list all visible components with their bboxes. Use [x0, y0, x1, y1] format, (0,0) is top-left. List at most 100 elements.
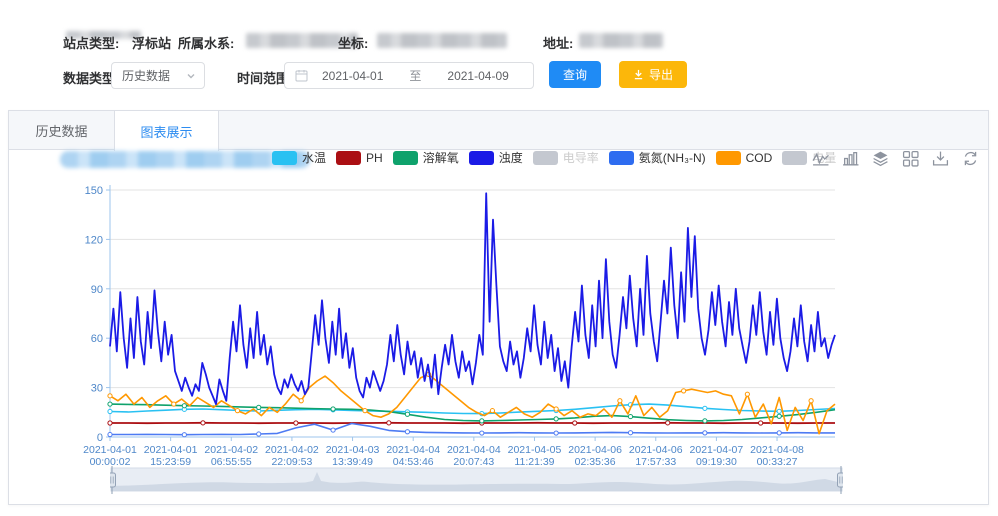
x-tick-label-time: 11:21:39 [514, 456, 554, 468]
chart-toolbox [812, 150, 979, 167]
x-tick-label-time: 22:09:53 [271, 456, 312, 468]
x-tick-label-date: 2021-04-06 [568, 444, 622, 456]
water-system-value-redacted [246, 33, 358, 48]
download-icon [634, 69, 643, 80]
data-point [330, 406, 336, 412]
datazoom-handle-right[interactable] [837, 472, 844, 488]
data-point [234, 408, 241, 414]
legend-marker [782, 150, 808, 165]
query-button[interactable]: 查询 [549, 61, 601, 88]
x-tick-label-date: 2021-04-01 [144, 444, 198, 456]
date-end-input[interactable]: 2021-04-09 [447, 68, 509, 83]
legend-item-2[interactable]: PH [336, 150, 383, 165]
tile-icon[interactable] [902, 150, 919, 167]
data-point [107, 393, 113, 399]
data-point [758, 420, 764, 426]
data-type-select-value: 历史数据 [122, 69, 171, 83]
export-button-label: 导出 [648, 68, 673, 82]
data-point [479, 430, 485, 436]
x-tick-label-time: 06:55:55 [211, 456, 252, 468]
data-point [617, 398, 623, 404]
data-point [181, 432, 187, 438]
data-point [479, 418, 485, 424]
legend-label: PH [366, 150, 383, 165]
x-tick-label-date: 2021-04-03 [326, 444, 380, 456]
address-label: 地址: [543, 36, 574, 51]
legend-item-1[interactable]: 水温 [272, 149, 326, 166]
x-tick-label-date: 2021-04-02 [265, 444, 319, 456]
y-tick-label: 150 [85, 185, 103, 197]
data-point [200, 420, 206, 426]
query-button-label: 查询 [562, 68, 587, 82]
legend-item-7[interactable]: COD [715, 150, 773, 165]
tab-history-data[interactable]: 历史数据 [35, 123, 88, 139]
legend-label: 电导率 [562, 151, 599, 165]
y-tick-label: 60 [91, 333, 103, 345]
data-point [489, 408, 496, 414]
legend-label: 水温 [302, 151, 327, 165]
data-point [181, 403, 187, 409]
time-range-label: 时间范围 [237, 71, 290, 86]
date-start-input[interactable]: 2021-04-01 [322, 68, 384, 83]
data-point [627, 413, 634, 420]
datazoom-shadow [111, 472, 842, 491]
legend-item-6[interactable]: 氨氮(NH₃-N) [608, 149, 706, 166]
series-氨氮(NH₃-N) [110, 422, 835, 436]
x-tick-label-time: 20:07:43 [453, 456, 494, 468]
x-tick-label-time: 15:23:59 [150, 456, 191, 468]
download-icon[interactable] [932, 150, 949, 167]
data-type-select[interactable]: 历史数据 [111, 62, 205, 89]
x-tick-label-time: 00:33:27 [757, 456, 798, 468]
data-point [702, 418, 708, 424]
legend-marker [272, 150, 297, 165]
data-point [572, 420, 578, 426]
chevron-down-icon [187, 73, 195, 78]
data-point [256, 404, 262, 410]
data-point [386, 420, 392, 426]
x-tick-label-date: 2021-04-01 [83, 444, 137, 456]
calendar-icon [295, 70, 308, 82]
legend-item-5[interactable]: 电导率 [532, 149, 599, 166]
export-button[interactable]: 导出 [619, 61, 687, 88]
legend-label: 溶解氧 [422, 151, 459, 165]
x-tick-label-time: 17:57:33 [635, 456, 676, 468]
datazoom-slider[interactable] [110, 466, 843, 494]
x-tick-label-time: 02:35:36 [575, 456, 616, 468]
address-value-redacted [579, 33, 663, 48]
date-range-picker[interactable]: 2021-04-01 至 2021-04-09 [284, 62, 534, 89]
legend-label: COD [745, 150, 773, 165]
x-tick-label-date: 2021-04-04 [386, 444, 440, 456]
line-chart-icon[interactable] [812, 150, 829, 167]
refresh-icon[interactable] [962, 150, 979, 167]
data-point [293, 420, 299, 426]
data-point [107, 420, 113, 426]
data-point [681, 388, 687, 394]
legend-marker [468, 150, 494, 165]
x-tick-label-time: 04:53:46 [393, 456, 434, 468]
legend-marker [608, 150, 634, 165]
x-tick-label-time: 09:19:30 [696, 456, 737, 468]
coordinates-label: 坐标: [338, 36, 369, 51]
series-水温 [109, 403, 836, 415]
datazoom-handle-left[interactable] [110, 472, 116, 488]
legend-item-4[interactable]: 浊度 [468, 149, 523, 166]
bar-chart-icon[interactable] [842, 150, 859, 167]
legend-item-3[interactable]: 溶解氧 [392, 149, 459, 166]
tab-bar: 历史数据 图表展示 [9, 111, 988, 151]
tab-chart-display[interactable]: 图表展示 [114, 111, 219, 151]
coordinates-value-redacted [377, 33, 507, 48]
series-浊度 [109, 192, 836, 406]
x-tick-label-date: 2021-04-06 [629, 444, 683, 456]
x-tick-label-date: 2021-04-02 [204, 444, 258, 456]
data-type-label: 数据类型 [63, 71, 116, 86]
data-point [553, 430, 559, 436]
water-system-label: 所属水系: [178, 36, 235, 51]
series-溶解氧 [109, 403, 836, 422]
chart-title-redacted [60, 151, 310, 168]
line-chart[interactable]: 03060901201502021-04-0100:00:022021-04-0… [80, 178, 990, 470]
data-point [256, 431, 262, 437]
stack-icon[interactable] [872, 150, 889, 167]
x-tick-label-date: 2021-04-07 [690, 444, 744, 456]
x-tick-label-date: 2021-04-04 [447, 444, 501, 456]
data-point [553, 406, 559, 412]
